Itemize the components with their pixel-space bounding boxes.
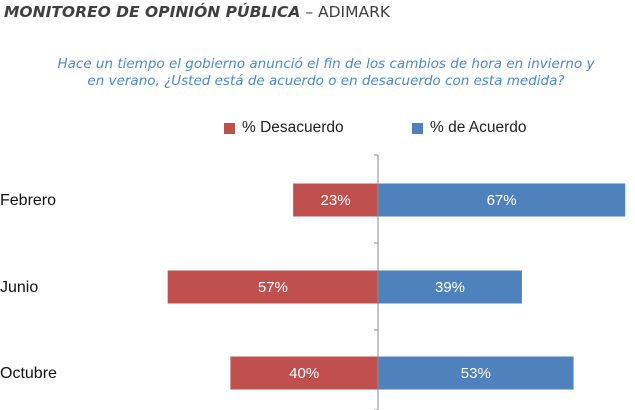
data-label-desacuerdo-junio: 57% [258,279,288,296]
report-header: MONITOREO DE OPINIÓN PÚBLICA – ADIMARK [4,3,390,21]
data-label-acuerdo-febrero: 67% [487,192,517,209]
data-label-acuerdo-junio: 39% [435,279,465,296]
bar-desacuerdo-junio [167,270,378,304]
header-title: MONITOREO DE OPINIÓN PÚBLICA [4,3,301,21]
bar-acuerdo-junio [378,270,522,304]
survey-question: Hace un tiempo el gobierno anunció el fi… [20,56,632,90]
question-line-1: Hace un tiempo el gobierno anunció el fi… [57,56,595,72]
bar-desacuerdo-febrero [293,183,378,217]
legend-swatch-acuerdo [412,122,423,134]
question-line-2: en verano, ¿Usted está de acuerdo o en d… [87,73,565,89]
data-label-desacuerdo-octubre: 40% [289,365,319,382]
category-label-febrero: Febrero [0,192,56,209]
legend-label-acuerdo: % de Acuerdo [430,119,527,136]
chart-legend: % Desacuerdo % de Acuerdo [0,119,635,143]
bar-desacuerdo-octubre [230,356,378,390]
legend-item-desacuerdo: % Desacuerdo [224,119,344,137]
bar-acuerdo-febrero [378,183,626,217]
header-source: – ADIMARK [300,3,391,21]
data-label-desacuerdo-febrero: 23% [321,192,351,209]
data-label-acuerdo-octubre: 53% [461,365,491,382]
legend-label-desacuerdo: % Desacuerdo [242,119,344,136]
category-label-octubre: Octubre [0,365,57,382]
category-label-junio: Junio [0,279,38,296]
legend-swatch-desacuerdo [224,122,235,134]
bar-acuerdo-octubre [378,356,574,390]
legend-item-acuerdo: % de Acuerdo [412,119,527,137]
